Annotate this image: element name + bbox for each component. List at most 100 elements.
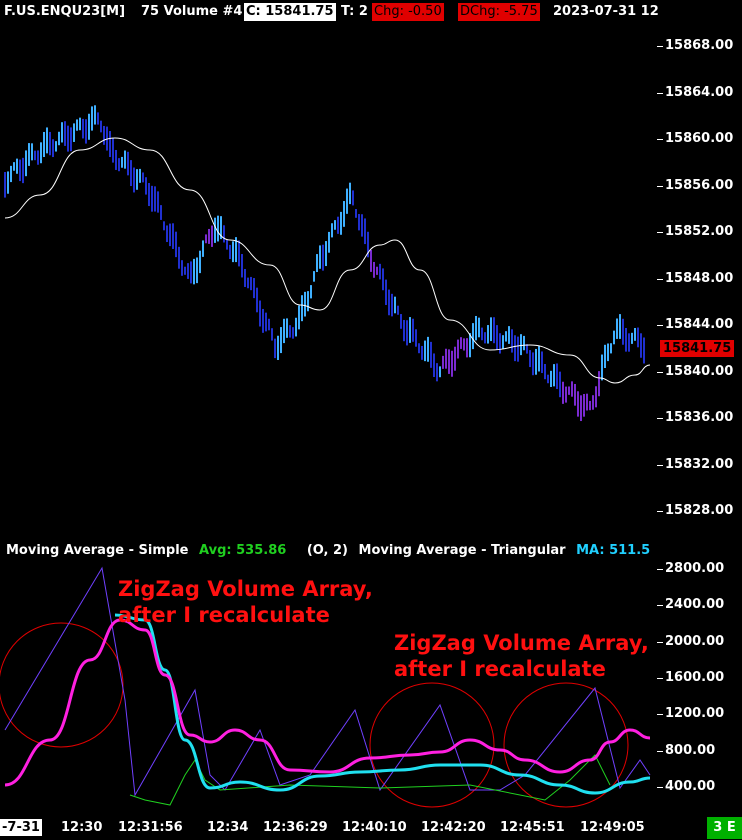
price-bar	[499, 333, 501, 354]
price-bar	[208, 228, 210, 244]
price-tick: 15852.00	[665, 224, 734, 239]
price-bar	[304, 291, 306, 317]
annotation-left-line1: ZigZag Volume Array,	[118, 577, 373, 601]
price-bar	[73, 123, 75, 142]
price-bar	[7, 171, 9, 194]
price-tick: 15828.00	[665, 503, 734, 518]
price-bar	[547, 374, 549, 384]
price-bar	[559, 371, 561, 398]
price-bar	[256, 287, 258, 313]
date-label: 2023-07-31 12	[553, 4, 659, 19]
green-volume-line	[129, 754, 611, 806]
price-bar	[433, 353, 435, 378]
price-tick: 15864.00	[665, 85, 734, 100]
price-bar	[22, 157, 24, 184]
price-bar	[409, 317, 411, 343]
study-params: (O, 2)	[306, 543, 348, 558]
price-bar	[358, 213, 360, 231]
price-bar	[97, 112, 99, 125]
price-bar	[481, 327, 483, 341]
close-value: C: 15841.75	[244, 3, 336, 21]
simple-ma-line	[4, 618, 651, 787]
price-bar	[313, 271, 315, 282]
price-bar	[124, 150, 126, 169]
price-bar	[625, 327, 627, 352]
price-bar	[55, 141, 57, 152]
price-bar	[88, 113, 90, 140]
volume-tick: 400.00	[665, 779, 716, 794]
price-bar	[94, 105, 96, 125]
price-bar	[436, 363, 438, 382]
annotation-circle-right	[503, 682, 629, 808]
price-bar	[475, 315, 477, 341]
price-bar	[103, 125, 105, 145]
price-bar	[298, 305, 300, 330]
price-bar	[490, 317, 492, 342]
price-bar	[79, 117, 81, 131]
price-bar	[268, 318, 270, 331]
price-bar	[370, 249, 372, 272]
price-bar	[184, 266, 186, 275]
price-bar	[382, 268, 384, 291]
price-bar	[553, 364, 555, 387]
bar-period-label: 75 Volume #4	[141, 4, 243, 19]
price-bar	[265, 312, 267, 332]
price-bar	[289, 325, 291, 338]
price-bar	[430, 341, 432, 368]
price-bar	[163, 221, 165, 231]
price-tick: 15844.00	[665, 317, 734, 332]
price-bar	[172, 223, 174, 249]
price-tick: 15868.00	[665, 38, 734, 53]
price-bar	[628, 333, 630, 352]
price-bar	[526, 344, 528, 354]
price-bar	[85, 119, 87, 144]
price-tick: 15860.00	[665, 131, 734, 146]
price-bar	[622, 318, 624, 345]
price-bar	[418, 343, 420, 354]
price-bar	[517, 336, 519, 362]
price-bar	[598, 371, 600, 397]
price-bar	[166, 225, 168, 243]
price-bar	[250, 276, 252, 291]
price-bar	[529, 350, 531, 368]
price-bar	[637, 327, 639, 348]
price-bar	[154, 186, 156, 212]
price-bar	[19, 159, 21, 182]
price-bar	[205, 234, 207, 244]
price-bar	[493, 317, 495, 344]
time-tick: 12:42:20	[421, 820, 486, 835]
price-bar	[421, 345, 423, 360]
price-bar	[616, 318, 618, 339]
price-bar	[67, 125, 69, 152]
price-bar	[91, 106, 93, 131]
volume-study-chart[interactable]	[0, 560, 742, 840]
price-bar	[415, 329, 417, 347]
annotation-circle-mid	[369, 682, 495, 808]
price-bar	[25, 150, 27, 177]
tma-study-label: Moving Average - Triangular	[358, 543, 566, 558]
price-bar	[424, 340, 426, 362]
price-bar	[217, 215, 219, 242]
price-bar	[316, 254, 318, 273]
price-bar	[13, 162, 15, 171]
price-bar	[355, 209, 357, 218]
price-bar	[319, 245, 321, 269]
price-bar	[364, 218, 366, 245]
volume-tick: 2400.00	[665, 597, 725, 612]
status-badge[interactable]: 3 E	[707, 817, 742, 839]
price-bar	[508, 326, 510, 344]
price-bar	[148, 183, 150, 207]
price-bar	[76, 119, 78, 131]
price-bar	[502, 335, 504, 349]
price-bar	[259, 300, 261, 327]
price-bar	[544, 363, 546, 380]
price-bar	[523, 335, 525, 351]
price-bar	[100, 120, 102, 133]
price-bar	[223, 225, 225, 243]
price-bar	[577, 391, 579, 417]
price-bar	[139, 168, 141, 183]
price-tick: 15856.00	[665, 178, 734, 193]
price-bar	[532, 352, 534, 376]
price-chart[interactable]	[0, 0, 742, 540]
annotation-left: ZigZag Volume Array, after I recalculate	[118, 576, 373, 628]
